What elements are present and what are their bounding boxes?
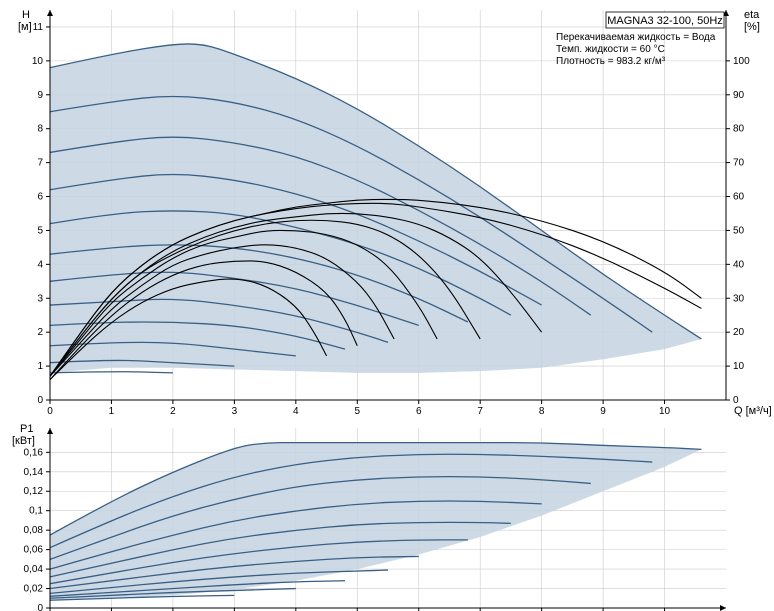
svg-text:5: 5 [354,406,360,417]
svg-text:1: 1 [37,361,43,372]
svg-text:Плотность = 983.2 кг/м³: Плотность = 983.2 кг/м³ [556,56,666,67]
svg-text:90: 90 [733,90,745,101]
svg-text:Перекачиваемая жидкость = Вода: Перекачиваемая жидкость = Вода [556,32,716,43]
svg-text:[м]: [м] [18,21,32,33]
svg-text:Темп. жидкости = 60 °C: Темп. жидкости = 60 °C [556,44,665,55]
chart-container: 0123456789100123456789101101020304050607… [0,0,774,611]
svg-text:MAGNA3 32-100, 50Hz: MAGNA3 32-100, 50Hz [607,15,723,27]
svg-text:0,12: 0,12 [24,486,44,497]
svg-text:eta: eta [744,9,760,21]
svg-text:0,04: 0,04 [24,564,44,575]
svg-text:70: 70 [733,158,745,169]
svg-text:7: 7 [477,406,483,417]
svg-text:11: 11 [33,22,44,33]
svg-text:1: 1 [109,406,115,417]
svg-text:8: 8 [37,124,43,135]
svg-text:0: 0 [37,395,43,406]
svg-text:P1: P1 [20,423,33,435]
svg-text:4: 4 [37,259,43,270]
svg-text:100: 100 [733,56,750,67]
svg-text:4: 4 [293,406,299,417]
svg-text:20: 20 [733,327,745,338]
svg-text:H: H [22,9,30,21]
svg-text:80: 80 [733,124,745,135]
svg-text:3: 3 [37,293,43,304]
svg-text:[кВт]: [кВт] [12,435,35,447]
svg-text:5: 5 [37,225,43,236]
svg-text:6: 6 [37,192,43,203]
svg-text:0,08: 0,08 [24,525,44,536]
pump-curves-chart: 0123456789100123456789101101020304050607… [0,0,774,611]
svg-text:30: 30 [733,293,745,304]
svg-text:6: 6 [416,406,422,417]
svg-text:10: 10 [32,56,44,67]
svg-text:[%]: [%] [744,21,760,33]
svg-text:50: 50 [733,225,745,236]
svg-text:Q [м³/ч]: Q [м³/ч] [734,405,772,417]
svg-text:10: 10 [733,361,745,372]
svg-text:0: 0 [37,603,43,611]
svg-text:0,02: 0,02 [24,584,44,595]
svg-text:8: 8 [539,406,545,417]
svg-text:0,16: 0,16 [24,447,44,458]
svg-text:7: 7 [37,158,43,169]
svg-text:3: 3 [232,406,238,417]
svg-text:9: 9 [600,406,606,417]
svg-text:0,1: 0,1 [29,506,43,517]
top-chart-group: 0 1 2 3 4 5 6 7 8 9 100 1 2 3 4 5 6 7 8 9 10 11 0 10 20 30 40 50 60 7… [18,9,772,417]
svg-text:0: 0 [47,406,53,417]
svg-text:10: 10 [659,406,671,417]
svg-text:40: 40 [733,259,745,270]
bottom-chart-group: 0 0,02 0,04 0,06 0,08 0,1 0,12 0,14 0,16 P1[кВт] [12,423,726,611]
svg-text:0,14: 0,14 [24,467,44,478]
svg-text:60: 60 [733,192,745,203]
svg-text:9: 9 [37,90,43,101]
svg-text:2: 2 [37,327,43,338]
svg-text:2: 2 [170,406,176,417]
svg-text:0,06: 0,06 [24,545,44,556]
